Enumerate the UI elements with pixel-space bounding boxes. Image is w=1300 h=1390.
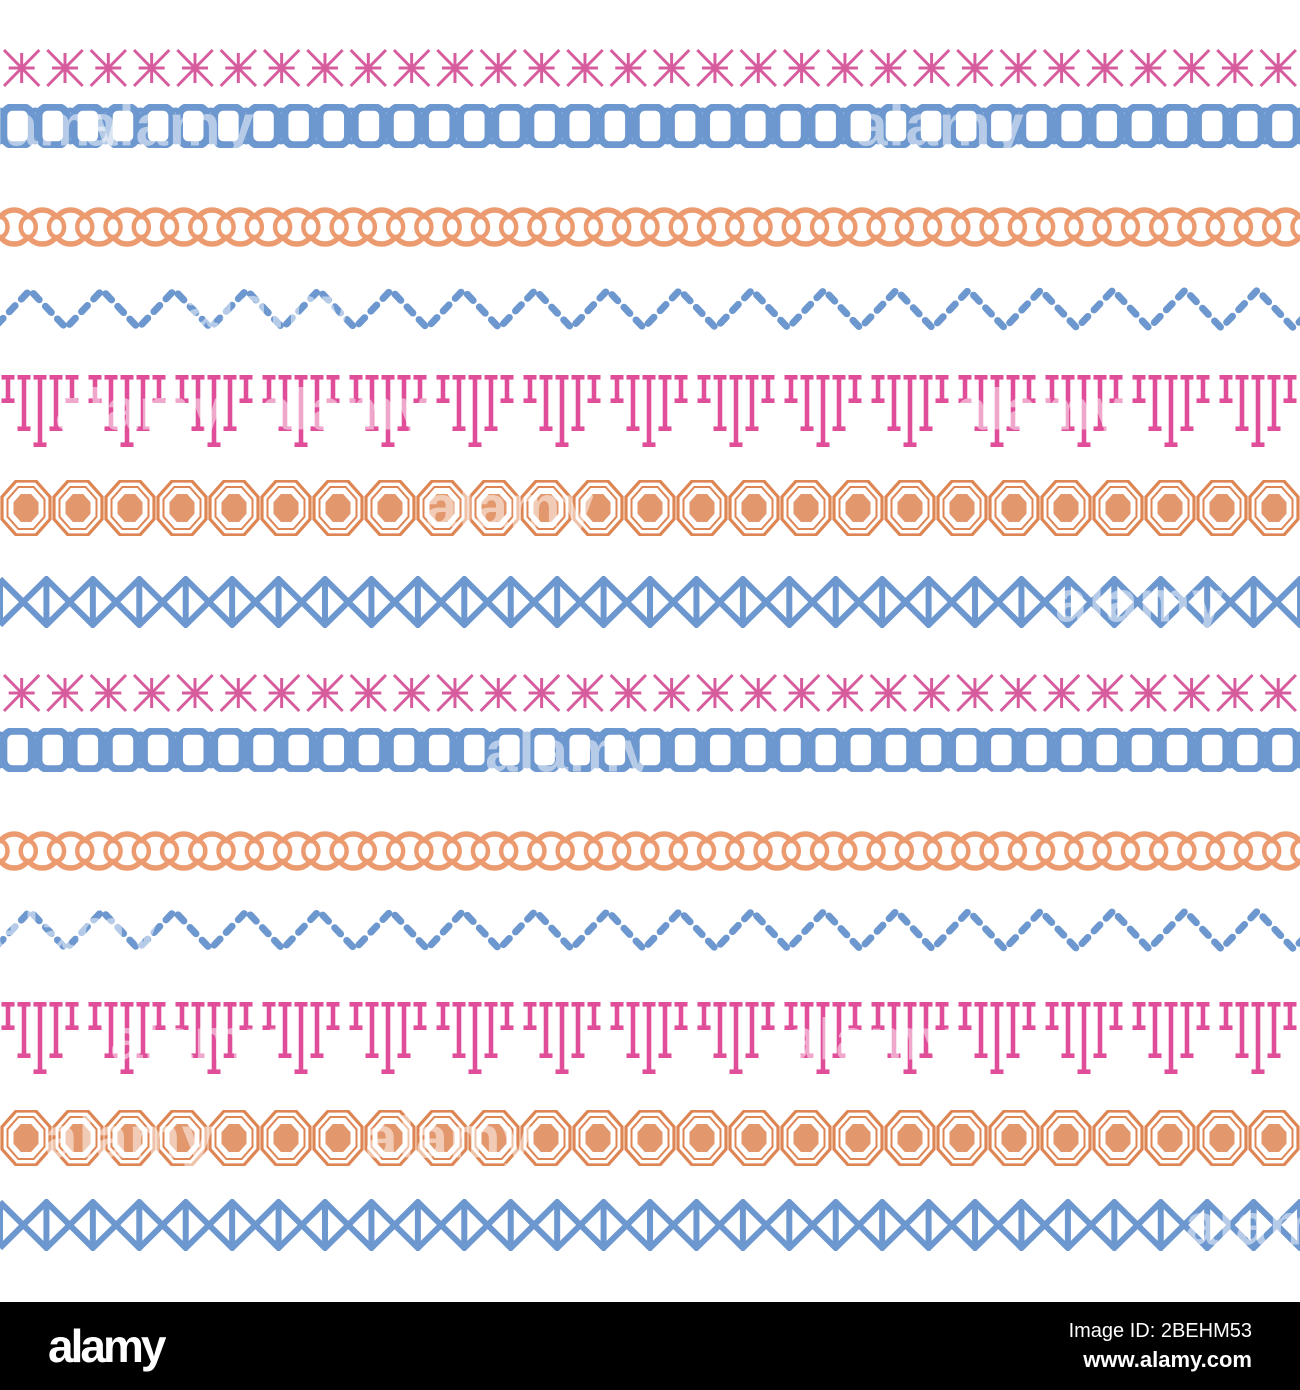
- row-4-blue-dashed-zigzag: [0, 284, 1300, 334]
- row-12-pink-tassel-bars: [1, 1002, 1297, 1074]
- row-13-orange-octagons: [0, 1110, 1300, 1166]
- row-8-pink-cross-stitch-stars: [2, 673, 1297, 713]
- row-9-blue-square-chain: [0, 728, 1300, 772]
- footer-right-block: Image ID: 2BEHM53 www.alamy.com: [1069, 1318, 1252, 1375]
- row-10-orange-ring-chain: [0, 831, 1300, 871]
- row-11-blue-dashed-zigzag: [0, 905, 1300, 955]
- alamy-url-text: www.alamy.com: [1083, 1346, 1252, 1372]
- row-3-orange-ring-chain: [0, 207, 1300, 247]
- alamy-logo: alamy: [48, 1320, 166, 1372]
- row-7-blue-diamond-lattice: [0, 576, 1300, 628]
- row-1-pink-cross-stitch-stars: [2, 48, 1297, 88]
- row-14-blue-diamond-lattice: [0, 1199, 1300, 1251]
- row-2-blue-square-chain: [0, 104, 1300, 148]
- row-6-orange-octagons: [0, 480, 1300, 536]
- image-id-text: Image ID: 2BEHM53: [1068, 1319, 1252, 1342]
- row-5-pink-tassel-bars: [1, 375, 1297, 447]
- footer-bar: alamy Image ID: 2BEHM53 www.alamy.com: [0, 1302, 1300, 1390]
